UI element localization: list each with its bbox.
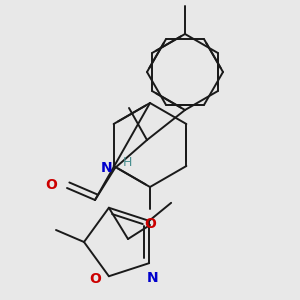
Text: O: O: [45, 178, 57, 192]
Text: N: N: [100, 161, 112, 175]
Text: N: N: [146, 271, 158, 285]
Text: O: O: [89, 272, 101, 286]
Text: H: H: [123, 155, 132, 169]
Text: O: O: [144, 217, 156, 231]
